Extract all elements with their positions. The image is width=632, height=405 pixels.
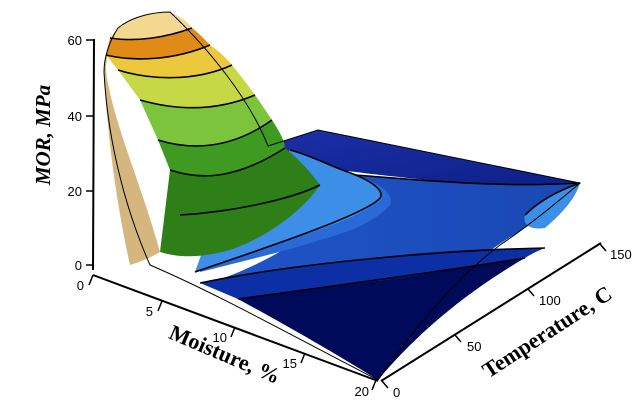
ridge-band-yellow xyxy=(106,45,232,78)
x-tick-label: 10 xyxy=(213,330,227,345)
y-tick-50 xyxy=(454,334,462,343)
contour-line xyxy=(109,27,193,41)
contour-line xyxy=(237,257,526,300)
x-tick-label: 15 xyxy=(283,356,297,371)
y-axis-line xyxy=(380,242,602,382)
axes xyxy=(92,38,602,382)
x-tick-label: 0 xyxy=(77,278,84,293)
y-tick-150 xyxy=(599,243,607,252)
x-tick-0 xyxy=(88,274,94,286)
y-tick-label: 150 xyxy=(610,247,632,262)
ridge-band-yellow-green xyxy=(118,65,255,108)
contour-line xyxy=(179,184,321,216)
x-tick-labels: 0 5 10 15 20 xyxy=(77,278,369,399)
x-tick-15 xyxy=(300,352,306,364)
x-tick-5 xyxy=(157,300,163,312)
x-tick-10 xyxy=(230,326,236,338)
contour-line xyxy=(157,119,273,147)
tick-marks xyxy=(86,39,607,391)
y-tick-label: 50 xyxy=(467,339,481,354)
contour-line xyxy=(194,149,382,273)
contour-line xyxy=(354,174,581,186)
ridge-band-green-light xyxy=(140,95,272,146)
contour-line xyxy=(524,182,581,216)
z-tick-label: 40 xyxy=(68,109,82,124)
surface-back-plane xyxy=(268,130,580,190)
ridge-band-green xyxy=(158,120,285,176)
y-tick-0 xyxy=(381,380,389,389)
y-tick-label: 0 xyxy=(393,385,400,400)
ridge-band-cap xyxy=(110,12,192,40)
x-tick-label: 20 xyxy=(355,384,369,399)
ridge-band-orange xyxy=(106,28,210,59)
x-tick-label: 5 xyxy=(146,304,153,319)
z-tick-label: 20 xyxy=(68,184,82,199)
surface-contour-dark xyxy=(200,248,545,299)
y-tick-label: 100 xyxy=(539,293,561,308)
surface-outline xyxy=(103,11,582,381)
x-tick-20 xyxy=(371,379,377,391)
y-tick-labels: 0 50 100 150 xyxy=(393,247,632,400)
z-tick-label: 60 xyxy=(68,33,82,48)
z-tick-label: 0 xyxy=(75,258,82,273)
contour-line xyxy=(117,64,233,79)
y-tick-100 xyxy=(527,288,535,297)
ridge-band-green-dark xyxy=(160,148,320,257)
contour-line xyxy=(169,147,286,177)
contour-line xyxy=(199,247,546,284)
surface-contour-darkest xyxy=(238,258,525,380)
z-tick-labels: 0 20 40 60 xyxy=(68,33,82,273)
x-axis-line xyxy=(92,274,379,382)
contour-line xyxy=(105,44,211,60)
contour-line xyxy=(139,94,256,109)
z-axis-line xyxy=(92,38,95,271)
contour-lines xyxy=(105,27,581,300)
surface xyxy=(103,11,582,381)
z-axis-title: MOR, MPa xyxy=(31,85,55,186)
